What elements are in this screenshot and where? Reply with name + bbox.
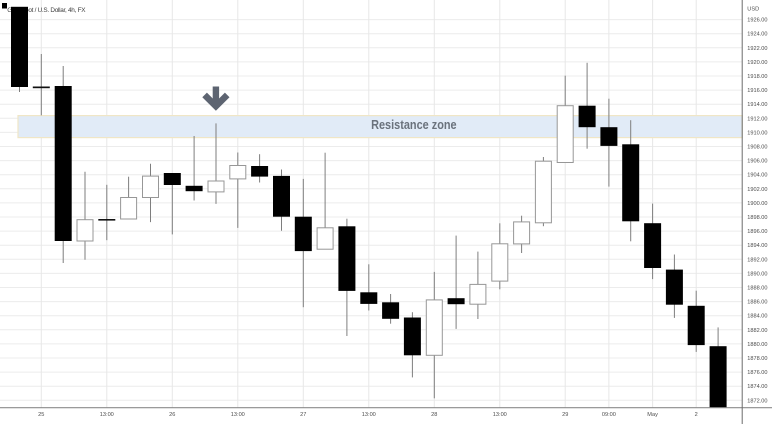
svg-text:26: 26 — [169, 412, 175, 418]
svg-text:May: May — [647, 412, 658, 418]
svg-text:1926.00: 1926.00 — [747, 18, 767, 24]
svg-text:1910.00: 1910.00 — [747, 130, 767, 136]
svg-text:1888.00: 1888.00 — [747, 286, 767, 292]
svg-text:1906.00: 1906.00 — [747, 159, 767, 165]
svg-text:1922.00: 1922.00 — [747, 46, 767, 52]
svg-text:09:00: 09:00 — [602, 412, 616, 418]
svg-text:USD: USD — [747, 7, 759, 13]
svg-text:1918.00: 1918.00 — [747, 74, 767, 80]
svg-text:1884.00: 1884.00 — [747, 314, 767, 320]
svg-text:13:00: 13:00 — [362, 412, 376, 418]
svg-text:1890.00: 1890.00 — [747, 271, 767, 277]
svg-text:1904.00: 1904.00 — [747, 173, 767, 179]
svg-text:13:00: 13:00 — [493, 412, 507, 418]
svg-text:1892.00: 1892.00 — [747, 257, 767, 263]
svg-text:1914.00: 1914.00 — [747, 102, 767, 108]
svg-text:1882.00: 1882.00 — [747, 328, 767, 334]
svg-text:1924.00: 1924.00 — [747, 32, 767, 38]
svg-text:1920.00: 1920.00 — [747, 60, 767, 66]
svg-text:28: 28 — [431, 412, 437, 418]
svg-text:1876.00: 1876.00 — [747, 370, 767, 376]
svg-text:1880.00: 1880.00 — [747, 342, 767, 348]
svg-text:1886.00: 1886.00 — [747, 300, 767, 306]
svg-text:29: 29 — [562, 412, 568, 418]
svg-text:1896.00: 1896.00 — [747, 229, 767, 235]
svg-text:Gold Spot / U.S. Dollar, 4h, F: Gold Spot / U.S. Dollar, 4h, FX — [7, 7, 86, 14]
svg-text:25: 25 — [38, 412, 44, 418]
svg-text:Resistance zone: Resistance zone — [371, 117, 457, 132]
svg-text:1908.00: 1908.00 — [747, 145, 767, 151]
svg-text:13:00: 13:00 — [100, 412, 114, 418]
svg-text:27: 27 — [300, 412, 306, 418]
svg-text:1874.00: 1874.00 — [747, 384, 767, 390]
svg-text:1902.00: 1902.00 — [747, 187, 767, 193]
svg-text:1894.00: 1894.00 — [747, 243, 767, 249]
svg-text:1878.00: 1878.00 — [747, 356, 767, 362]
svg-text:1912.00: 1912.00 — [747, 116, 767, 122]
svg-text:1872.00: 1872.00 — [747, 398, 767, 404]
svg-text:2: 2 — [695, 412, 698, 418]
svg-text:1898.00: 1898.00 — [747, 215, 767, 221]
svg-text:1916.00: 1916.00 — [747, 88, 767, 94]
svg-text:1900.00: 1900.00 — [747, 201, 767, 207]
svg-text:13:00: 13:00 — [231, 412, 245, 418]
